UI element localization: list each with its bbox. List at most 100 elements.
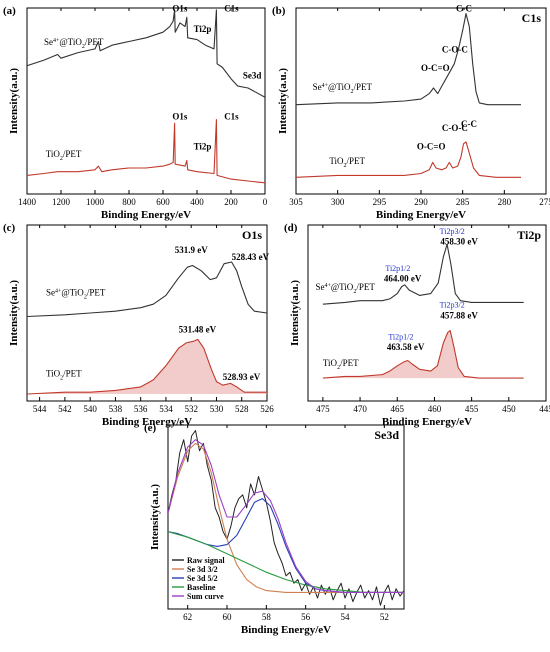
x-tick-label: 200: [224, 197, 238, 207]
peak-annotation: 458.30 eV: [440, 236, 478, 246]
x-tick-label: 54: [341, 612, 351, 622]
x-axis-title: Binding Energy/eV: [241, 624, 331, 636]
peak-annotation: Ti2p: [194, 141, 212, 151]
x-tick-label: 1200: [52, 197, 71, 207]
x-tick-label: 455: [465, 404, 479, 414]
x-tick-label: 56: [301, 612, 311, 622]
series-group: [27, 9, 265, 184]
series-group: [27, 261, 267, 395]
x-tick-label: 465: [391, 404, 405, 414]
peak-annotation: O-C=O: [421, 63, 450, 73]
x-tick-label: 60: [223, 612, 233, 622]
peak-annotation: O1s: [172, 112, 188, 122]
series-line-top: [322, 243, 524, 305]
peak-annotation: 457.88 eV: [440, 310, 478, 320]
peak-annotation: Ti2p3/2: [440, 227, 465, 236]
peak-annotation: C-C: [456, 4, 472, 14]
x-tick-label: 536: [134, 404, 148, 414]
series-line-top: [27, 9, 265, 98]
x-axis-title: Binding Energy/eV: [382, 416, 472, 428]
peak-annotation: 463.58 eV: [387, 342, 425, 352]
peak-annotation: Se4+@TiO2/PET: [313, 82, 373, 95]
x-tick-label: 445: [539, 404, 550, 414]
x-axis-title: Binding Energy/eV: [101, 209, 191, 221]
legend-label: Raw signal: [187, 556, 225, 565]
panel-title: O1s: [242, 228, 262, 242]
plot-frame: [26, 7, 266, 195]
series-line-top: [296, 13, 521, 106]
panel-b: 305 300 295 290 285 280 275 (b) C1s Binding Energ…: [272, 4, 550, 221]
legend-label: Se 3d 5/2: [187, 574, 218, 583]
peak-annotation: C-C: [461, 119, 477, 129]
peak-annotation: C-O-C: [442, 123, 468, 133]
x-tick-label: 460: [428, 404, 442, 414]
peak-annotation: Se4+@TiO2/PET: [44, 37, 104, 50]
x-tick-label: 530: [210, 404, 224, 414]
peak-annotation: 531.9 eV: [175, 245, 208, 255]
series-line-sum: [168, 439, 404, 593]
panel-d: 475 470 465 460 455 450 445 (d) Ti2p Binding Ener…: [284, 222, 550, 428]
panel-label: (d): [284, 222, 298, 234]
x-tick-label: 290: [414, 197, 428, 207]
x-tick-label: 300: [331, 197, 345, 207]
x-tick-label: 275: [539, 197, 550, 207]
series-line-bottom: [27, 119, 265, 184]
peak-annotation: Ti2p: [194, 24, 212, 34]
legend-label: Se 3d 3/2: [187, 565, 218, 574]
peak-annotation: 528.43 eV: [232, 252, 270, 262]
x-tick-label: 538: [109, 404, 123, 414]
series-line-bottom: [27, 338, 267, 395]
peak-annotation: Ti2p3/2: [440, 301, 465, 310]
panel-c: 544 542 540 538 536 534 532 530 528 526(c) O1sBind…: [3, 222, 274, 428]
plot-frame: [307, 224, 547, 402]
y-axis-title: Intensity(a.u.): [8, 68, 20, 134]
peak-annotation: TiO2/PET: [329, 156, 365, 169]
x-tick-label: 532: [184, 404, 198, 414]
peak-annotation: Ti2p1/2: [388, 332, 413, 341]
x-tick-label: 0: [263, 197, 268, 207]
y-axis-title: Intensity(a.u.): [289, 280, 301, 346]
x-tick-label: 450: [502, 404, 516, 414]
y-axis-title: Intensity(a.u.): [8, 280, 20, 346]
peak-annotation: Se4+@TiO2/PET: [46, 287, 106, 300]
series-group: [296, 13, 521, 178]
x-tick-label: 526: [260, 404, 274, 414]
y-axis-title: Intensity(a.u.): [277, 68, 289, 134]
x-tick-label: 475: [316, 404, 330, 414]
peak-annotation: Ti2p1/2: [385, 264, 410, 273]
x-tick-label: 534: [159, 404, 173, 414]
series-group: [322, 243, 524, 379]
y-axis-title: Intensity(a.u.): [149, 484, 161, 550]
series-group: [168, 430, 404, 606]
series-line-bottom: [322, 330, 524, 379]
panel-label: (b): [272, 5, 286, 17]
x-tick-label: 295: [373, 197, 387, 207]
peak-annotation: C1s: [224, 112, 239, 122]
x-tick-label: 52: [380, 612, 389, 622]
peak-annotation: O-C=O: [417, 141, 446, 151]
x-tick-label: 58: [262, 612, 272, 622]
peak-annotation: O1s: [172, 4, 188, 14]
x-tick-label: 1000: [86, 197, 105, 207]
peak-annotation: TiO2/PET: [323, 358, 359, 371]
panel-title: Se3d: [374, 428, 399, 442]
peak-annotation: 528.93 eV: [223, 372, 261, 382]
x-tick-label: 528: [235, 404, 249, 414]
panel-title: C1s: [522, 11, 542, 25]
x-tick-label: 544: [33, 404, 47, 414]
peak-annotation: TiO2/PET: [46, 149, 82, 162]
x-tick-label: 540: [83, 404, 97, 414]
peak-annotation: Se3d: [243, 71, 262, 81]
panel-a: 1400 1200 1000 800 600 400 200 0 (a) Binding Ener…: [3, 4, 268, 221]
panel-label: (a): [3, 5, 16, 17]
peak-annotation: 464.00 eV: [384, 273, 422, 283]
legend-label: Sum curve: [187, 592, 224, 601]
x-tick-label: 600: [156, 197, 170, 207]
x-tick-label: 285: [456, 197, 470, 207]
x-tick-label: 280: [498, 197, 512, 207]
panel-e: 62 60 58 56 54 52 (e) Se3d Binding Energy/eV Inte…: [144, 422, 405, 636]
series-line-raw: [168, 430, 404, 606]
x-axis-title: Binding Energy/eV: [376, 209, 466, 221]
series-fill: [322, 330, 524, 379]
peak-annotation: TiO2/PET: [46, 368, 82, 381]
